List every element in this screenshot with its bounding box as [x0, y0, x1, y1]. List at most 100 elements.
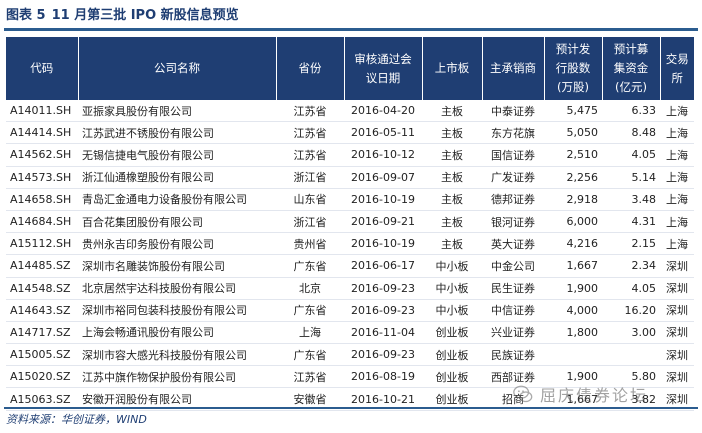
figure-title: 图表 5 11 月第三批 IPO 新股信息预览: [6, 5, 245, 27]
header-funds-line: (亿元): [615, 80, 647, 94]
table-header-row: 代码 公司名称 省份 审核通过会 议日期 上市板 主承销商 预计发 行股数 (万…: [6, 37, 694, 100]
cell-board: 中小板: [422, 254, 482, 278]
header-shares-line: (万股): [557, 80, 589, 94]
cell-name: 江苏中旗作物保护股份有限公司: [78, 365, 276, 389]
table-row: A14011.SH 亚振家具股份有限公司 江苏省 2016-04-20 主板 中泰证券 5,…: [6, 100, 694, 123]
cell-code: A14548.SZ: [6, 277, 78, 300]
cell-funds: 8.48: [602, 121, 660, 145]
cell-exchange: 深圳: [660, 277, 694, 300]
cell-date: 2016-09-23: [344, 343, 422, 367]
cell-name: 江苏武进不锈股份有限公司: [78, 121, 276, 145]
cell-name: 上海会畅通讯股份有限公司: [78, 321, 276, 345]
cell-date: 2016-09-07: [344, 166, 422, 189]
cell-shares: 6,000: [544, 210, 602, 234]
cell-shares: 4,216: [544, 232, 602, 256]
cell-underwriter: 东方花旗: [482, 121, 544, 145]
cell-board: 主板: [422, 100, 482, 123]
cell-exchange: 深圳: [660, 321, 694, 345]
cell-funds: 3.82: [602, 387, 660, 411]
cell-code: A15020.SZ: [6, 365, 78, 389]
table-row: A14658.SH 青岛汇金通电力设备股份有限公司 山东省 2016-10-19 主板德…: [6, 188, 694, 211]
cell-province: 江苏省: [276, 100, 344, 123]
cell-date: 2016-10-19: [344, 232, 422, 256]
cell-shares: 1,667: [544, 254, 602, 278]
cell-board: 主板: [422, 210, 482, 234]
cell-underwriter: 西部证券: [482, 365, 544, 389]
table-row: A14643.SZ 深圳市裕同包装科技股份有限公司 广东省 2016-09-23 中小板…: [6, 299, 694, 322]
table-row: A14684.SH 百合花集团股份有限公司 浙江省 2016-09-21 主板 银河证券 6…: [6, 210, 694, 234]
cell-name: 深圳市裕同包装科技股份有限公司: [78, 299, 276, 322]
table-row: A14485.SZ 深圳市名雕装饰股份有限公司 广东省 2016-06-17 中小板 中金…: [6, 254, 694, 278]
cell-underwriter: 中泰证券: [482, 100, 544, 123]
cell-funds: 3.00: [602, 321, 660, 345]
bottom-rule: [4, 407, 698, 409]
cell-province: 上海: [276, 321, 344, 345]
cell-underwriter: 英大证券: [482, 232, 544, 256]
cell-exchange: 上海: [660, 188, 694, 211]
cell-exchange: 深圳: [660, 365, 694, 389]
table-row: A14562.SH 无锡信捷电气股份有限公司 江苏省 2016-10-12 主板 国信证券…: [6, 143, 694, 167]
source-note: 资料来源：华创证券，WIND: [6, 413, 147, 426]
cell-code: A14011.SH: [6, 100, 78, 123]
cell-underwriter: 中信证券: [482, 299, 544, 322]
cell-underwriter: 德邦证券: [482, 188, 544, 211]
header-approval-date-line: 议日期: [365, 70, 401, 85]
header-name: 公司名称: [78, 37, 277, 100]
header-exchange: 交易 所: [660, 37, 694, 100]
cell-name: 百合花集团股份有限公司: [78, 210, 276, 234]
cell-name: 安徽开润股份有限公司: [78, 387, 276, 411]
cell-board: 主板: [422, 166, 482, 189]
cell-underwriter: 兴业证券: [482, 321, 544, 345]
cell-code: A15112.SH: [6, 232, 78, 256]
cell-date: 2016-10-12: [344, 143, 422, 167]
table-row: A15063.SZ 安徽开润股份有限公司 安徽省 2016-10-21 创业板 招商 1,6…: [6, 387, 694, 411]
cell-exchange: 深圳: [660, 299, 694, 322]
header-funds: 预计募 集资金 (亿元): [602, 37, 661, 100]
cell-date: 2016-08-19: [344, 365, 422, 389]
cell-exchange: 深圳: [660, 387, 694, 411]
cell-funds: 16.20: [602, 299, 660, 322]
title-rule: [4, 28, 698, 31]
cell-province: 贵州省: [276, 232, 344, 256]
cell-code: A14643.SZ: [6, 299, 78, 322]
cell-province: 广东省: [276, 343, 344, 367]
cell-name: 亚振家具股份有限公司: [78, 100, 276, 123]
cell-shares: 2,256: [544, 166, 602, 189]
cell-name: 浙江仙通橡塑股份有限公司: [78, 166, 276, 189]
header-board: 上市板: [422, 37, 483, 100]
cell-name: 无锡信捷电气股份有限公司: [78, 143, 276, 167]
header-funds-line: 集资金: [613, 61, 649, 75]
cell-shares: [544, 343, 602, 367]
cell-exchange: 上海: [660, 232, 694, 256]
cell-province: 江苏省: [276, 143, 344, 167]
table-row: A14548.SZ 北京居然宇达科技股份有限公司 北京 2016-09-23 中小板 民生…: [6, 277, 694, 300]
cell-funds: 5.14: [602, 166, 660, 189]
cell-date: 2016-10-21: [344, 387, 422, 411]
cell-underwriter: 国信证券: [482, 143, 544, 167]
cell-funds: 6.33: [602, 100, 660, 123]
cell-code: A14717.SZ: [6, 321, 78, 345]
header-exchange-line: 所: [671, 70, 684, 85]
cell-province: 广东省: [276, 254, 344, 278]
cell-date: 2016-09-23: [344, 277, 422, 300]
table-row: A14414.SH 江苏武进不锈股份有限公司 江苏省 2016-05-11 主板 东方花旗…: [6, 121, 694, 145]
cell-exchange: 上海: [660, 143, 694, 167]
cell-code: A14658.SH: [6, 188, 78, 211]
cell-exchange: 上海: [660, 166, 694, 189]
header-shares: 预计发 行股数 (万股): [544, 37, 603, 100]
cell-exchange: 上海: [660, 121, 694, 145]
cell-shares: 5,050: [544, 121, 602, 145]
header-funds-line: 预计募: [613, 42, 649, 56]
cell-board: 主板: [422, 143, 482, 167]
ipo-table-body: A14011.SH 亚振家具股份有限公司 江苏省 2016-04-20 主板 中泰证券 5,…: [6, 100, 694, 411]
cell-shares: 5,475: [544, 100, 602, 123]
cell-exchange: 深圳: [660, 254, 694, 278]
cell-exchange: 深圳: [660, 343, 694, 367]
cell-underwriter: 民族证券: [482, 343, 544, 367]
cell-date: 2016-10-19: [344, 188, 422, 211]
cell-board: 创业板: [422, 365, 482, 389]
cell-board: 中小板: [422, 277, 482, 300]
cell-province: 浙江省: [276, 166, 344, 189]
cell-shares: 2,918: [544, 188, 602, 211]
header-exchange-line: 交易: [665, 51, 689, 66]
